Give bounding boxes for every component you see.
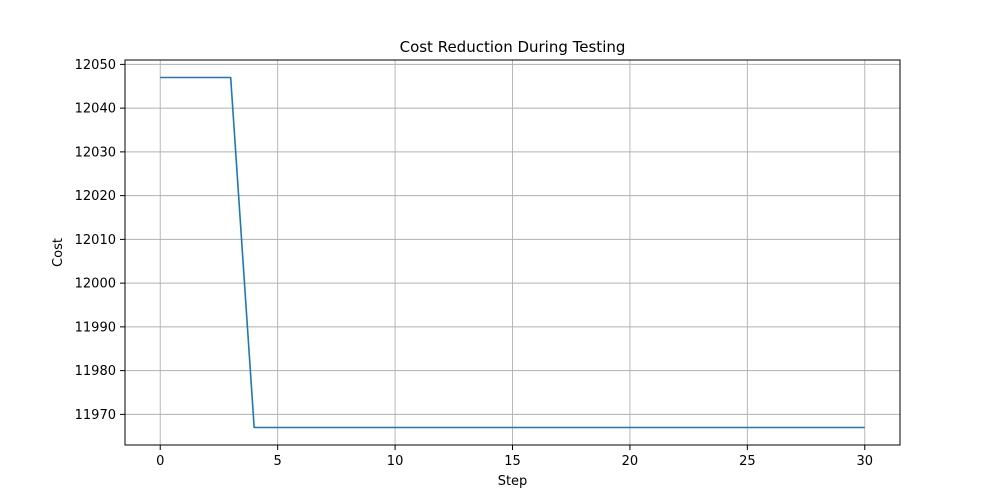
y-tick-label: 12010 bbox=[75, 233, 116, 248]
y-tick-label: 12020 bbox=[75, 189, 116, 204]
y-tick-label: 11990 bbox=[75, 320, 116, 335]
x-tick-label: 30 bbox=[856, 454, 873, 469]
series-layer bbox=[160, 76, 865, 429]
x-tick-label: 20 bbox=[622, 454, 639, 469]
y-tick-label: 12000 bbox=[75, 277, 116, 292]
x-tick-label: 0 bbox=[156, 454, 164, 469]
y-axis-ticks: 11970 11980 11990 12000 12010 12020 12030 12040… bbox=[75, 58, 125, 423]
chart-title: Cost Reduction During Testing bbox=[400, 38, 626, 56]
x-tick-label: 5 bbox=[274, 454, 282, 469]
series-line bbox=[160, 76, 865, 429]
x-tick-label: 25 bbox=[739, 454, 756, 469]
x-axis-ticks: 0 5 10 15 20 25 30 bbox=[156, 445, 873, 469]
y-tick-label: 11970 bbox=[75, 408, 116, 423]
x-tick-label: 15 bbox=[504, 454, 521, 469]
y-tick-label: 12040 bbox=[75, 102, 116, 117]
grid bbox=[125, 60, 900, 445]
y-tick-label: 11980 bbox=[75, 364, 116, 379]
x-tick-label: 10 bbox=[387, 454, 404, 469]
y-tick-label: 12030 bbox=[75, 145, 116, 160]
y-axis-label: Cost bbox=[51, 238, 66, 267]
y-tick-label: 12050 bbox=[75, 58, 116, 73]
x-axis-label: Step bbox=[498, 474, 528, 489]
